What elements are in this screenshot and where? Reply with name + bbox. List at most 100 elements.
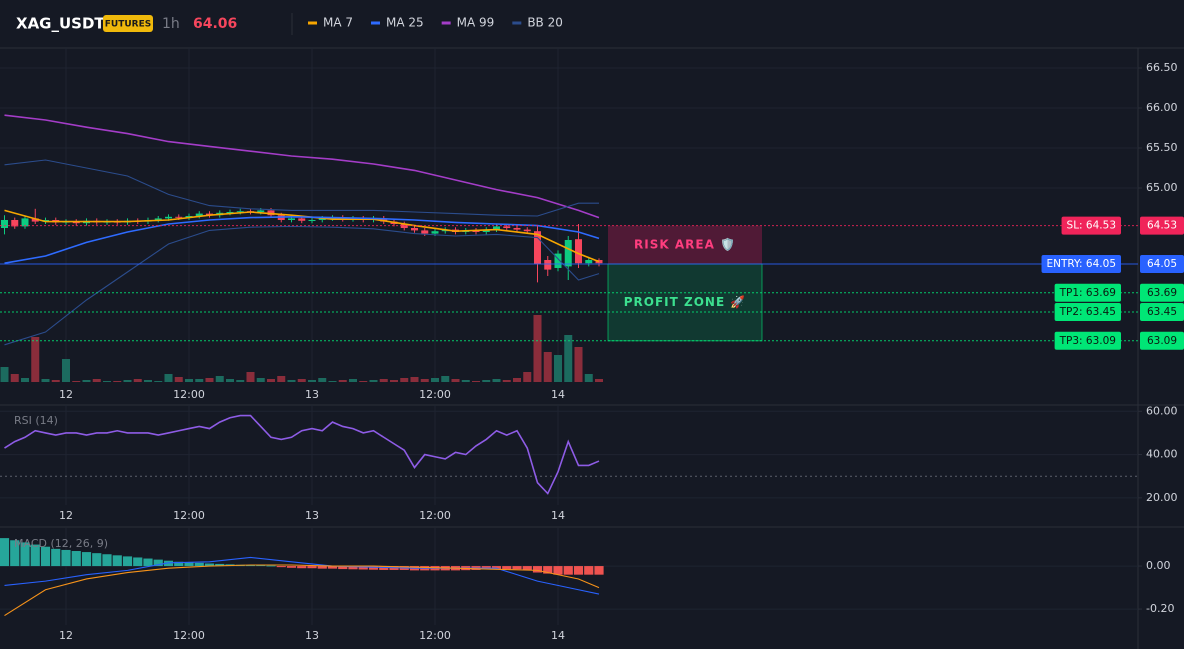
interval[interactable]: 1h bbox=[162, 16, 180, 32]
volume-bar bbox=[236, 380, 245, 382]
volume-bar bbox=[154, 381, 163, 382]
candle-body bbox=[165, 216, 172, 219]
line-values bbox=[4, 556, 600, 595]
candle-body bbox=[288, 218, 295, 220]
volume-bar bbox=[92, 379, 101, 382]
volume-bar bbox=[492, 379, 501, 382]
x-tick-label: 12:00 bbox=[173, 629, 205, 642]
symbol[interactable]: XAG_USDT bbox=[16, 15, 105, 33]
histogram-bar bbox=[153, 559, 163, 567]
histogram-bar bbox=[256, 565, 266, 567]
x-tick-label: 12:00 bbox=[419, 388, 451, 401]
histogram-bar bbox=[174, 561, 184, 567]
x-tick-label: 13 bbox=[305, 629, 319, 642]
y-tick-label: -0.20 bbox=[1146, 602, 1174, 615]
histogram-bar bbox=[266, 565, 276, 567]
volume-bar bbox=[533, 315, 542, 382]
histogram-bar bbox=[317, 566, 327, 569]
volume-bar bbox=[410, 377, 419, 382]
legend-label[interactable]: MA 7 bbox=[323, 16, 353, 30]
candle-body bbox=[564, 240, 572, 267]
x-tick-label: 14 bbox=[551, 509, 565, 522]
volume-bar bbox=[185, 379, 193, 382]
pane-title: RSI (14) bbox=[14, 414, 58, 427]
volume-bar bbox=[123, 380, 132, 382]
level-label: TP1: 63.69 bbox=[1059, 287, 1116, 299]
histogram-bar bbox=[512, 566, 522, 570]
volume-bar bbox=[113, 381, 122, 382]
histogram-bar bbox=[40, 546, 51, 567]
volume-bar bbox=[318, 378, 327, 382]
histogram-bar bbox=[327, 566, 338, 569]
volume-bar bbox=[297, 379, 306, 382]
histogram-bar bbox=[61, 549, 71, 567]
legend-label[interactable]: BB 20 bbox=[527, 16, 563, 30]
volume-bar bbox=[133, 379, 142, 382]
candle-body bbox=[175, 216, 183, 218]
volume-bar bbox=[564, 335, 573, 382]
volume-bar bbox=[21, 378, 29, 382]
volume-bar bbox=[584, 374, 593, 382]
volume-bar bbox=[338, 380, 347, 382]
volume-bar bbox=[461, 380, 470, 382]
candle-body bbox=[523, 229, 531, 232]
candle-body bbox=[493, 226, 500, 230]
volume-bar bbox=[103, 381, 111, 382]
y-tick-label: 65.50 bbox=[1146, 141, 1178, 154]
y-tick-label: 65.00 bbox=[1146, 181, 1178, 194]
level-axis-box bbox=[1140, 216, 1184, 235]
volume-bar bbox=[82, 380, 91, 382]
y-tick-label: 66.00 bbox=[1146, 101, 1178, 114]
legend-label[interactable]: MA 99 bbox=[457, 16, 495, 30]
level-label-box bbox=[1061, 216, 1121, 235]
histogram-bar bbox=[307, 566, 317, 569]
histogram-bar bbox=[51, 548, 61, 567]
histogram-bar bbox=[122, 556, 133, 567]
volume-bar bbox=[277, 376, 286, 382]
level-axis-label: 63.69 bbox=[1147, 287, 1177, 299]
histogram-bar bbox=[522, 566, 532, 571]
level-label-box bbox=[1054, 331, 1121, 350]
line-values bbox=[4, 159, 599, 217]
zone-label: PROFIT ZONE 🚀 bbox=[624, 295, 747, 309]
x-tick-label: 12 bbox=[59, 509, 73, 522]
x-tick-label: 12:00 bbox=[173, 509, 205, 522]
candle-body bbox=[195, 213, 203, 216]
candle-body bbox=[318, 218, 326, 220]
zone bbox=[608, 225, 762, 264]
histogram-bar bbox=[368, 566, 379, 570]
volume-bar bbox=[451, 379, 460, 382]
badge: FUTURES bbox=[105, 20, 151, 30]
candle-body bbox=[421, 230, 429, 234]
volume-bar bbox=[246, 372, 255, 382]
candle-body bbox=[534, 231, 541, 264]
histogram-bar bbox=[30, 544, 40, 567]
volume-bar bbox=[359, 381, 368, 382]
y-tick-label: 20.00 bbox=[1146, 491, 1178, 504]
volume-bar bbox=[205, 378, 214, 382]
histogram-bar bbox=[379, 566, 389, 570]
header: XAG_USDT FUTURES 1h 64.06 MA 7 MA 25 MA 99… bbox=[16, 13, 563, 35]
candle-body bbox=[544, 260, 552, 270]
candle-body bbox=[431, 231, 439, 234]
candle-body bbox=[1, 220, 8, 228]
histogram-bar bbox=[553, 566, 563, 575]
histogram-bar bbox=[20, 542, 30, 567]
level-label: ENTRY: 64.05 bbox=[1047, 258, 1116, 270]
volume-bar bbox=[195, 379, 204, 382]
volume-bar bbox=[51, 380, 60, 382]
legend-label[interactable]: MA 25 bbox=[386, 16, 424, 30]
level-label-box bbox=[1041, 255, 1121, 273]
histogram-bar bbox=[92, 553, 102, 567]
candle-body bbox=[585, 260, 593, 264]
candle-body bbox=[257, 210, 265, 212]
y-tick-label: 66.50 bbox=[1146, 61, 1178, 74]
volume-bar bbox=[267, 379, 275, 382]
level-label: TP2: 63.45 bbox=[1059, 306, 1116, 318]
level-axis-box bbox=[1140, 331, 1184, 350]
zone-label: RISK AREA 🛡️ bbox=[634, 237, 736, 251]
volume-bar bbox=[390, 380, 398, 382]
volume-bar bbox=[72, 381, 81, 382]
volume-bar bbox=[10, 374, 19, 382]
